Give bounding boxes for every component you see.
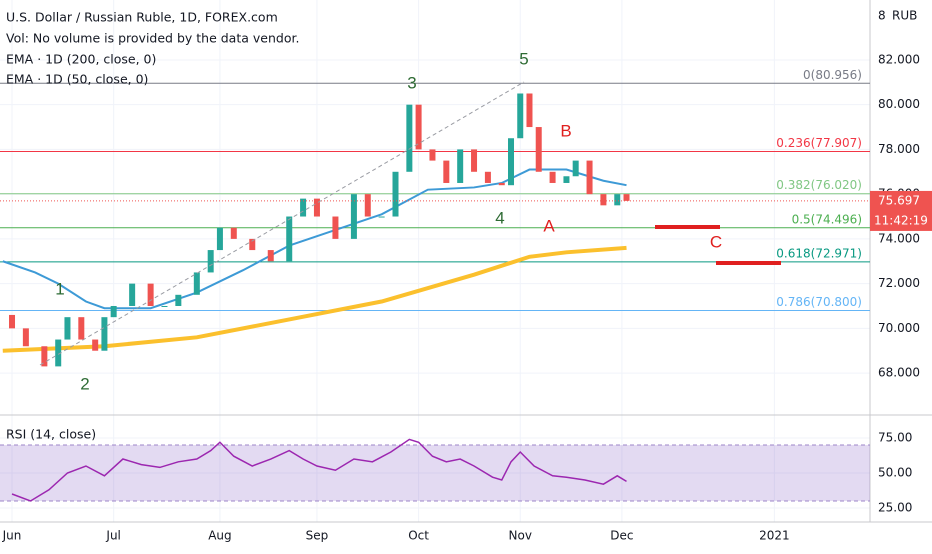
candle-body <box>249 238 256 251</box>
candle-body <box>161 305 168 307</box>
x-tick-label: Nov <box>509 529 532 543</box>
rsi-title: RSI (14, close) <box>6 427 96 442</box>
candle-body <box>572 160 579 177</box>
fib-label: 0.5(74.496) <box>792 212 862 226</box>
chart-title: U.S. Dollar / Russian Ruble, 1D, FOREX.c… <box>6 10 278 25</box>
ema-line <box>2 168 627 310</box>
candle-body <box>286 216 293 262</box>
study-line: EMA · 1D (200, close, 0) <box>6 52 156 67</box>
wave-label: C <box>710 232 722 251</box>
candle-body <box>22 328 29 347</box>
fib-label: 0.618(72.971) <box>776 246 862 260</box>
y-tick-label: 75.00 <box>878 431 912 445</box>
candle-body <box>313 198 320 217</box>
x-tick-label: Oct <box>408 529 429 543</box>
currency: RUB <box>892 9 917 23</box>
study-line: EMA · 1D (50, close, 0) <box>6 72 148 87</box>
candle-body <box>586 160 593 195</box>
candle-body <box>535 127 542 172</box>
candle-body <box>614 194 621 206</box>
y-tick-label: 68.000 <box>878 366 920 380</box>
candle-body <box>41 346 48 367</box>
candle-body <box>392 171 399 217</box>
last-price-label: 75.697 <box>878 193 920 207</box>
candle-body <box>92 339 99 351</box>
candle-body <box>55 339 62 367</box>
candle-body <box>230 227 237 239</box>
candle-body <box>508 138 515 186</box>
candle-body <box>549 171 556 183</box>
fib-label: 0.236(77.907) <box>776 136 862 150</box>
candle-body <box>429 149 436 161</box>
grid <box>0 0 870 522</box>
candle-body <box>64 317 71 340</box>
candle-body <box>484 171 491 183</box>
fib-label: 0.382(76.020) <box>776 178 862 192</box>
y-tick-label: 74.000 <box>878 231 920 245</box>
trend-line <box>39 81 525 366</box>
x-tick-label: Sep <box>306 529 329 543</box>
candle-body <box>563 176 570 183</box>
candle-body <box>101 317 108 351</box>
wave-label: 4 <box>495 208 504 227</box>
candle-body <box>216 227 223 251</box>
cut-tick: 8 <box>878 9 886 23</box>
candle-body <box>147 283 154 306</box>
y-tick-label: 25.00 <box>878 500 912 514</box>
last-price-box <box>870 190 932 231</box>
candle-body <box>378 216 385 218</box>
y-tick-label: 50.00 <box>878 466 912 480</box>
fib-label: 0(80.956) <box>803 68 862 82</box>
y-tick-label: 78.000 <box>878 142 920 156</box>
candle-body <box>110 305 117 318</box>
candle-body <box>406 104 413 172</box>
rsi-line <box>11 438 627 502</box>
candle-body <box>517 93 524 139</box>
x-tick-label: Jun <box>2 529 22 543</box>
x-tick-label: Jul <box>105 529 120 543</box>
candle-body <box>526 93 533 128</box>
wave-label: 1 <box>55 279 64 298</box>
candle-body <box>300 198 307 217</box>
ema-line <box>2 245 627 353</box>
candle-body <box>175 294 182 306</box>
candle-body <box>415 104 422 150</box>
y-tick-label: 82.000 <box>878 52 920 66</box>
countdown: 11:42:19 <box>874 213 928 227</box>
candle-body <box>129 283 136 306</box>
wave-label: B <box>560 121 571 140</box>
wave-label: 3 <box>407 73 416 92</box>
x-tick-label: 2021 <box>759 529 790 543</box>
y-tick-label: 70.000 <box>878 321 920 335</box>
study-line: Vol: No volume is provided by the data v… <box>6 31 299 46</box>
candle-body <box>443 160 450 183</box>
candle-body <box>498 182 505 186</box>
candle-body <box>9 314 16 329</box>
candle-body <box>600 194 607 206</box>
x-tick-label: Dec <box>610 529 633 543</box>
fib-label: 0.786(70.800) <box>776 295 862 309</box>
y-tick-label: 72.000 <box>878 276 920 290</box>
wave-label: A <box>543 216 555 235</box>
wave-label: 5 <box>519 49 528 68</box>
candle-body <box>78 317 85 340</box>
plot <box>0 82 870 502</box>
candle-body <box>623 194 630 201</box>
candle-body <box>267 250 274 262</box>
candle-body <box>364 194 371 217</box>
candle-body <box>332 216 339 239</box>
candle-body <box>457 149 464 183</box>
candle-body <box>350 194 357 239</box>
rsi-band <box>0 445 870 501</box>
candle-body <box>207 250 214 273</box>
candle-body <box>471 149 478 172</box>
candle-body <box>193 272 200 295</box>
x-tick-label: Aug <box>208 529 231 543</box>
y-tick-label: 80.000 <box>878 97 920 111</box>
wave-label: 2 <box>80 374 89 393</box>
